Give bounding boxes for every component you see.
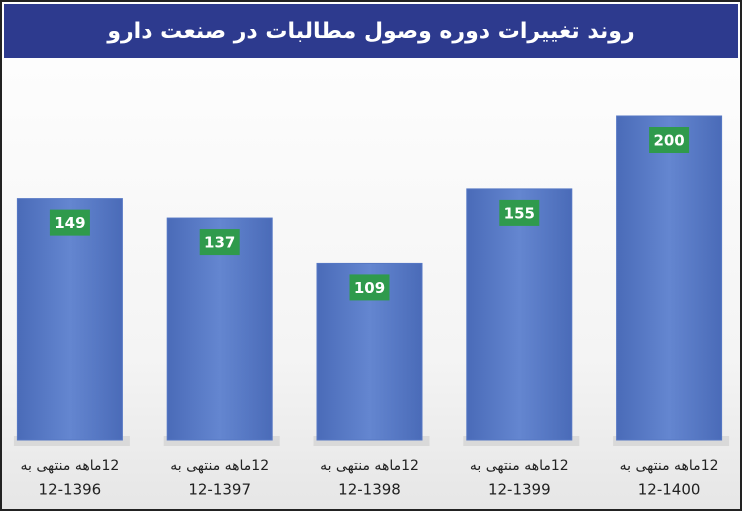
- title-bar: [4, 4, 738, 58]
- chart-title: روند تغییرات دوره وصول مطالبات در صنعت د…: [106, 19, 634, 44]
- x-tick-label: 12ماهه منتهی به: [20, 458, 119, 474]
- value-label: 155: [504, 204, 535, 222]
- value-label: 109: [354, 279, 385, 297]
- x-tick-label: 12-1400: [638, 481, 701, 499]
- bar-shadow: [163, 436, 280, 446]
- bar-shadow: [463, 436, 580, 446]
- x-tick-label: 12ماهه منتهی به: [620, 458, 719, 474]
- value-label-box: [349, 274, 390, 301]
- value-label-box: [199, 229, 240, 256]
- bar: [16, 198, 123, 441]
- x-tick-label: 12-1399: [488, 481, 551, 499]
- x-tick-label: 12ماهه منتهی به: [470, 458, 569, 474]
- x-tick-label: 12ماهه منتهی به: [320, 458, 419, 474]
- bar-shadow: [313, 436, 430, 446]
- plot: 149 12ماهه منتهی به 12-1396 137 12ماهه منتهی…: [13, 115, 730, 499]
- bar: [616, 115, 723, 441]
- bar-shadow: [13, 436, 130, 446]
- value-label: 137: [204, 234, 235, 252]
- x-tick-label: 12ماهه منتهی به: [170, 458, 269, 474]
- value-label: 149: [54, 214, 85, 232]
- x-tick-label: 12-1397: [188, 481, 251, 499]
- value-label-box: [499, 199, 540, 226]
- value-label-box: [649, 127, 690, 153]
- bar-shadow: [613, 436, 730, 446]
- bar: [466, 188, 573, 441]
- value-label-box: [49, 209, 90, 236]
- value-label: 200: [653, 132, 684, 150]
- x-tick-label: 12-1398: [338, 481, 401, 499]
- x-tick-label: 12-1396: [39, 481, 102, 499]
